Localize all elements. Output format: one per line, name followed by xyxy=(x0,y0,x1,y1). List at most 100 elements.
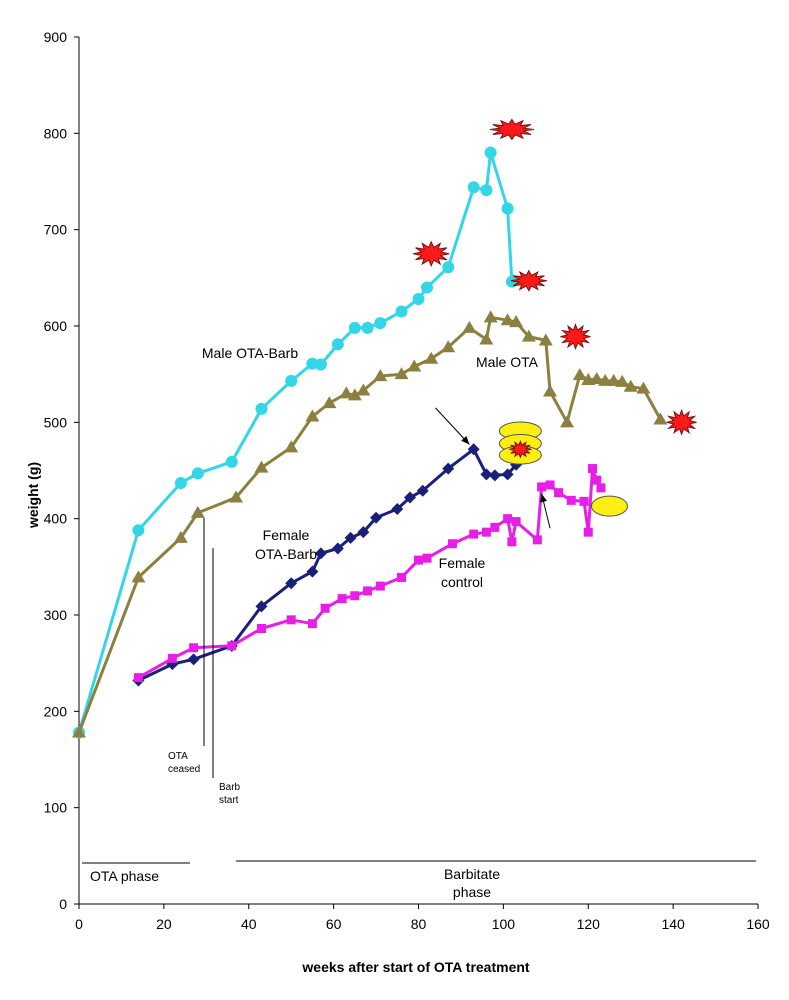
data-point xyxy=(572,368,587,381)
data-point xyxy=(416,484,429,497)
data-point xyxy=(225,455,238,468)
data-point xyxy=(357,526,370,539)
data-point xyxy=(538,333,553,346)
series-layer xyxy=(72,146,668,739)
data-point xyxy=(391,503,404,516)
x-tick-label: 160 xyxy=(746,916,770,932)
data-point xyxy=(653,412,668,425)
data-point xyxy=(131,570,146,583)
data-point xyxy=(545,480,555,490)
data-point xyxy=(285,374,298,387)
data-point xyxy=(481,527,491,537)
series-label: Male OTA xyxy=(476,354,539,370)
data-point xyxy=(537,482,547,492)
data-point xyxy=(442,462,455,475)
data-point xyxy=(322,396,337,409)
data-point xyxy=(554,488,564,498)
data-point xyxy=(509,315,524,328)
y-tick-label: 400 xyxy=(44,511,68,527)
data-point xyxy=(307,619,317,629)
y-tick-label: 800 xyxy=(44,125,68,141)
data-point xyxy=(420,281,433,294)
data-point xyxy=(133,673,143,683)
data-point xyxy=(532,535,542,545)
y-axis-title: weight (g) xyxy=(25,462,41,529)
data-point xyxy=(255,600,268,613)
data-point xyxy=(606,373,621,386)
data-point xyxy=(615,374,630,387)
data-point xyxy=(511,517,521,527)
data-point xyxy=(592,475,602,485)
data-point xyxy=(501,468,514,481)
data-point xyxy=(394,367,409,380)
data-point xyxy=(331,542,344,555)
data-point xyxy=(320,603,330,613)
data-point xyxy=(543,384,558,397)
data-point xyxy=(374,317,387,330)
data-point xyxy=(375,581,385,591)
ota-ceased-note: OTA xyxy=(168,751,188,762)
data-point xyxy=(167,653,177,663)
data-point xyxy=(254,460,269,473)
series-male-ota xyxy=(72,310,668,738)
data-point xyxy=(501,202,514,215)
data-point xyxy=(583,527,593,537)
red-burst-icon xyxy=(509,439,532,459)
y-tick-label: 100 xyxy=(44,800,68,816)
data-point xyxy=(348,321,361,334)
x-tick-label: 60 xyxy=(326,916,342,932)
data-point xyxy=(339,386,354,399)
data-point xyxy=(566,495,576,505)
x-axis-title: weeks after start of OTA treatment xyxy=(301,959,530,975)
arrow-line xyxy=(435,407,470,445)
data-point xyxy=(484,146,497,159)
x-tick-label: 40 xyxy=(241,916,257,932)
data-point xyxy=(397,572,407,582)
x-ticks: 0 20 40 60 80 100 120 140 160 xyxy=(75,904,770,932)
data-point xyxy=(407,359,422,372)
y-tick-label: 300 xyxy=(44,607,68,623)
series-label: Female xyxy=(439,555,486,571)
data-point xyxy=(132,524,145,537)
series-label: OTA-Barb xyxy=(255,546,317,562)
y-ticks: 0 100 200 300 400 500 600 700 800 900 xyxy=(44,29,79,912)
data-point xyxy=(314,358,327,371)
series-label: control xyxy=(441,574,483,590)
annotation-layer: Male OTA-Barb Male OTA Female OTA-Barb Femal… xyxy=(82,345,756,900)
x-tick-label: 100 xyxy=(492,916,516,932)
x-tick-label: 0 xyxy=(75,916,83,932)
data-point xyxy=(579,496,589,506)
barbitate-phase-label: Barbitate xyxy=(444,866,500,882)
data-point xyxy=(306,565,319,578)
series-line xyxy=(137,467,603,679)
data-point xyxy=(284,440,299,453)
data-point xyxy=(623,379,638,392)
data-point xyxy=(589,371,604,384)
barb-start-note: Barb xyxy=(219,782,241,793)
data-point xyxy=(72,725,86,738)
data-point xyxy=(560,415,575,428)
data-point xyxy=(229,490,244,503)
plot-area: 0 20 40 60 80 100 120 140 160 0 100 200 300 400 500 60… xyxy=(44,29,770,932)
data-point xyxy=(255,402,268,415)
data-point xyxy=(467,181,480,194)
series-label: Male OTA-Barb xyxy=(202,345,298,361)
data-point xyxy=(469,529,479,539)
ota-ceased-note: ceased xyxy=(168,764,200,775)
data-point xyxy=(344,531,357,544)
data-point xyxy=(305,409,320,422)
y-tick-label: 900 xyxy=(44,29,68,45)
ota-phase-label: OTA phase xyxy=(90,868,159,884)
barbitate-phase-label: phase xyxy=(453,884,491,900)
x-tick-label: 140 xyxy=(661,916,685,932)
x-tick-label: 80 xyxy=(411,916,427,932)
red-burst-icon xyxy=(510,269,547,292)
data-point xyxy=(190,505,205,518)
data-point xyxy=(490,522,500,532)
arrow-head-icon xyxy=(461,436,470,445)
data-point xyxy=(331,338,344,351)
data-point xyxy=(488,469,501,482)
data-point xyxy=(596,483,606,493)
data-point xyxy=(174,477,187,490)
